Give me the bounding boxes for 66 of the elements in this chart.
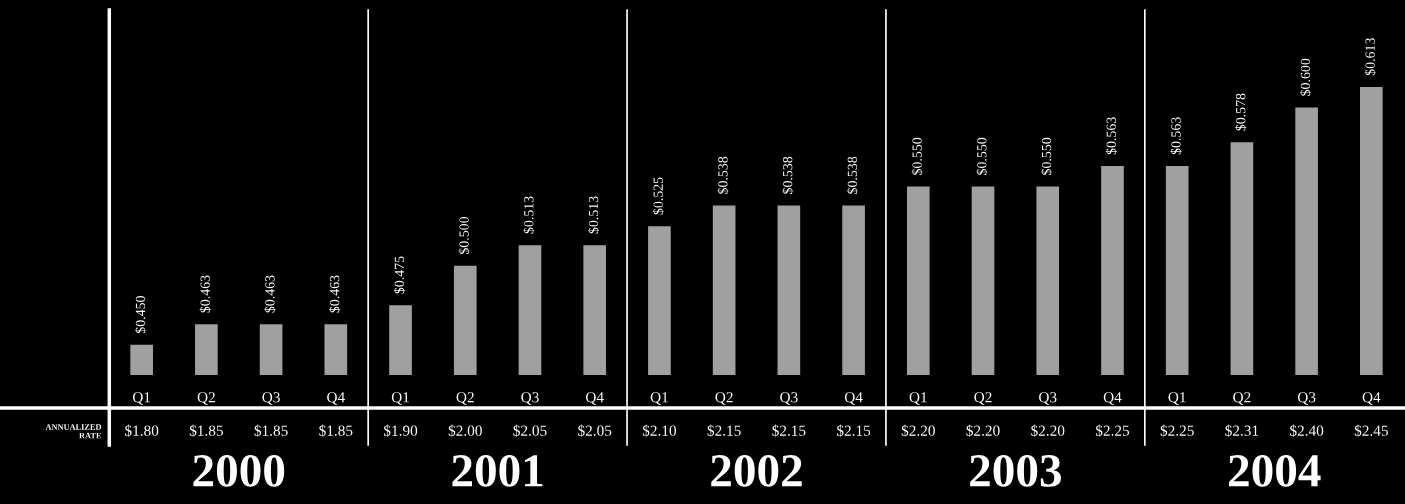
data-label: $0.563 <box>1170 117 1182 155</box>
data-label: $0.613 <box>1364 38 1376 76</box>
data-label: $0.550 <box>1041 137 1053 175</box>
annotation: 2001 <box>452 454 543 487</box>
data-label: $0.513 <box>523 196 535 234</box>
data-label: $0.475 <box>393 256 405 294</box>
data-label: $0.578 <box>1235 93 1247 131</box>
x-tick-label: Q4 <box>1362 392 1381 405</box>
x-tick-label: Q3 <box>1297 392 1316 405</box>
x-tick-label: Q3 <box>262 392 280 405</box>
text: ANNUALIZED RATE <box>45 424 102 439</box>
x-tick-label: Q4 <box>327 392 345 405</box>
x-tick-label: Q2 <box>456 392 474 405</box>
data-label: $0.538 <box>717 156 729 194</box>
annotation: $2.45 <box>1354 424 1388 437</box>
x-tick-label: Q3 <box>521 392 539 405</box>
annotation: 2004 <box>1229 454 1321 487</box>
data-label: $0.525 <box>652 177 664 215</box>
data-label: $0.463 <box>264 275 276 313</box>
x-tick-label: Q2 <box>715 392 733 405</box>
annotation: $1.80 <box>125 424 159 437</box>
annotation: $2.20 <box>901 424 935 437</box>
annotation: $2.05 <box>513 424 547 437</box>
data-label: $0.550 <box>976 137 988 175</box>
data-label: $0.513 <box>587 196 600 234</box>
data-label: $0.538 <box>846 156 858 194</box>
x-tick-label: Q1 <box>132 392 151 405</box>
annotation: $1.90 <box>384 424 418 437</box>
annotation: 2003 <box>970 454 1061 487</box>
annotation: 2000 <box>193 454 285 487</box>
data-label: $0.450 <box>134 296 147 334</box>
annotation: $2.15 <box>837 424 871 437</box>
annotation: $1.85 <box>319 424 353 437</box>
x-tick-label: Q1 <box>391 392 409 405</box>
annotation: $2.20 <box>1031 424 1065 437</box>
x-tick-label: Q4 <box>844 392 863 405</box>
annotation: $2.15 <box>772 424 806 437</box>
annotation: $2.40 <box>1290 424 1324 437</box>
annotation: $1.85 <box>254 424 288 437</box>
annotation: $2.25 <box>1095 424 1130 437</box>
x-tick-label: Q2 <box>974 392 992 405</box>
annotation: $2.15 <box>707 424 741 437</box>
annotation: $2.31 <box>1225 424 1259 437</box>
x-tick-label: Q1 <box>909 392 927 405</box>
x-tick-label: Q4 <box>585 392 604 405</box>
data-label: $0.538 <box>782 156 794 194</box>
data-label: $0.463 <box>199 275 211 313</box>
annotation: $2.25 <box>1160 424 1194 437</box>
x-tick-label: Q1 <box>650 392 668 405</box>
x-tick-label: Q4 <box>1103 392 1122 405</box>
annotation: 2002 <box>711 454 802 487</box>
x-tick-label: Q3 <box>780 392 798 405</box>
data-label: $0.600 <box>1299 58 1312 96</box>
x-tick-label: Q3 <box>1039 392 1057 405</box>
data-label: $0.563 <box>1105 117 1117 155</box>
annotation: $2.20 <box>966 424 1000 437</box>
data-label: $0.550 <box>911 137 923 175</box>
x-tick-label: Q1 <box>1168 392 1186 405</box>
annotation: $2.05 <box>578 424 612 437</box>
annotation: $1.85 <box>189 424 223 437</box>
annotation: $2.10 <box>642 424 677 437</box>
annotation: $2.00 <box>448 424 482 437</box>
data-label: $0.500 <box>458 216 470 254</box>
data-label: $0.463 <box>329 275 341 313</box>
x-tick-label: Q2 <box>197 392 215 405</box>
x-tick-label: Q2 <box>1233 392 1251 405</box>
